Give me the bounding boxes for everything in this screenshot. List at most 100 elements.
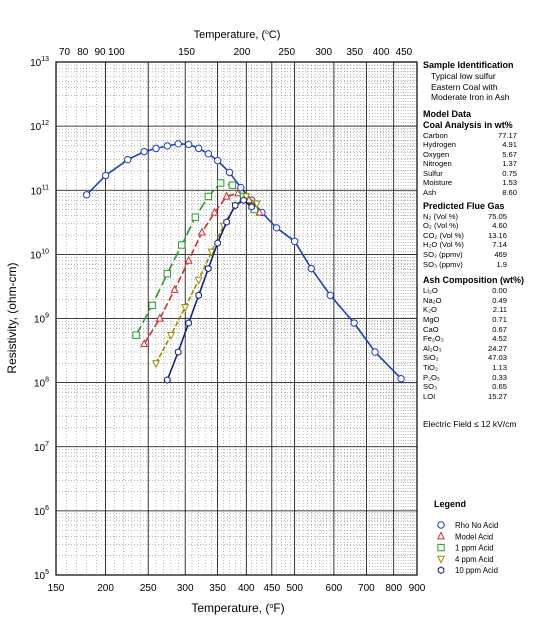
data-point	[231, 201, 239, 210]
legend-marker	[436, 555, 446, 564]
ash-value: 0.49	[492, 295, 507, 305]
ash-row: SiO₂ 47.03	[423, 353, 548, 363]
plot-frame	[55, 61, 418, 576]
ash-row: Na₂O 0.49	[423, 296, 548, 306]
ash-value: 0.65	[492, 382, 507, 392]
ash-value: 4.52	[492, 334, 507, 344]
grid	[55, 61, 418, 576]
data-point	[228, 181, 237, 189]
data-point	[272, 224, 281, 232]
coal-row: Hydrogen 4.91	[423, 140, 548, 150]
flue-label: SO₂ (ppmv)	[423, 250, 463, 260]
ash-label: Li₂O	[423, 286, 438, 296]
x-tick-label: 400	[238, 583, 255, 594]
x-tick-label: 700	[358, 583, 375, 594]
x-tick-label: 200	[97, 583, 114, 594]
y-tick-label: 109	[34, 313, 49, 326]
top-tick-label: 350	[346, 47, 363, 58]
x-tick-label: 800	[385, 583, 402, 594]
ash-row: P₂O₅ 0.33	[423, 373, 548, 383]
data-point	[371, 348, 379, 356]
data-point	[197, 227, 206, 236]
ash-value: 24.27	[487, 343, 507, 353]
data-point	[240, 196, 247, 204]
legend-label: Model Acid	[455, 532, 493, 541]
data-point	[140, 147, 148, 156]
x-tick-label: 900	[409, 583, 426, 594]
data-point	[163, 142, 172, 150]
x-tick-label: 450	[263, 583, 280, 594]
data-point	[216, 179, 225, 187]
coal-value: 1.37	[502, 159, 517, 169]
series-10-ppm-acid	[164, 196, 255, 384]
sample-info-panel: Sample Identification Typical low sulfur…	[423, 60, 548, 430]
ash-value: 0.67	[492, 324, 507, 334]
y-tick-label: 105	[34, 569, 49, 582]
data-point	[178, 241, 186, 249]
data-point	[210, 207, 219, 216]
legend-label: Rho No Acid	[455, 521, 498, 530]
top-tick-label: 300	[315, 47, 332, 58]
series-4-ppm-acid	[152, 193, 261, 369]
ash-value: 15.27	[487, 391, 507, 401]
coal-label: Oxygen	[423, 149, 450, 159]
coal-value: 5.67	[502, 149, 517, 159]
ash-label: SO₃	[423, 382, 438, 392]
coal-label: Carbon	[423, 130, 448, 140]
flue-row: CO₂ (Vol %) 13.16	[423, 231, 548, 241]
data-point	[223, 218, 230, 226]
y-tick-label: 108	[34, 377, 49, 390]
ash-label: P₂O₅	[423, 372, 440, 382]
top-tick-label: 80	[77, 47, 89, 58]
y-tick-label: 1013	[30, 56, 49, 69]
flue-value: 469	[494, 250, 507, 260]
data-point	[163, 269, 172, 278]
top-tick-label: 90	[94, 47, 106, 58]
data-point	[225, 168, 234, 177]
top-tick-label: 450	[396, 47, 413, 58]
data-point	[181, 304, 190, 313]
ash-label: MgO	[423, 315, 440, 324]
data-point	[166, 332, 176, 341]
sample-line: Eastern Coal with	[431, 81, 498, 92]
legend-title: Legend	[434, 499, 466, 509]
x-tick-label: 250	[140, 583, 157, 594]
sample-line: Moderate Iron in Ash	[431, 92, 510, 102]
coal-label: Hydrogen	[423, 140, 456, 150]
data-point	[194, 276, 203, 285]
top-tick-label: 70	[59, 47, 71, 58]
ash-label: SiO₂	[423, 353, 439, 363]
data-point	[307, 264, 315, 273]
flue-label: N₂ (Vol %)	[423, 211, 459, 221]
legend: Legend Rho No Acid Model Acid 1 ppm Acid 4 p…	[434, 499, 498, 575]
x-tick-label: 500	[286, 583, 303, 594]
y-axis-title: Resistivity, (ohm-cm)	[5, 262, 19, 373]
ash-label: Na₂O	[423, 295, 442, 305]
ash-row: K₂O 2.11	[423, 305, 548, 315]
model-heading: Model Data	[423, 108, 472, 119]
ash-heading: Ash Composition (wt%)	[423, 275, 524, 286]
flue-row: SO₂ (ppmv) 469	[423, 250, 548, 260]
ash-row: MgO 0.71	[423, 315, 548, 325]
flue-value: 1.9	[496, 259, 507, 269]
data-point	[140, 339, 149, 348]
flue-label: SO₃ (ppmv)	[423, 259, 463, 269]
data-point	[248, 203, 255, 211]
data-point	[214, 239, 221, 247]
data-point	[252, 200, 261, 209]
x-tick-label: 150	[48, 583, 65, 594]
series-line	[143, 192, 261, 345]
legend-marker	[436, 531, 446, 540]
data-point	[207, 248, 216, 257]
series-line	[86, 142, 402, 380]
ash-row: CaO 0.67	[423, 325, 548, 335]
coal-row: Nitrogen 1.37	[423, 159, 548, 169]
sample-description: Typical low sulfur Eastern Coal with Moder…	[423, 71, 548, 103]
top-tick-label: 150	[178, 47, 195, 58]
ash-label: Fe₂O₃	[423, 334, 444, 344]
data-point	[174, 348, 182, 356]
top-tick-label: 200	[234, 47, 251, 58]
data-point	[152, 144, 160, 153]
axes: 105 106 107 108 109 1010 1011 1012 1013 150 200 250…	[5, 29, 426, 615]
